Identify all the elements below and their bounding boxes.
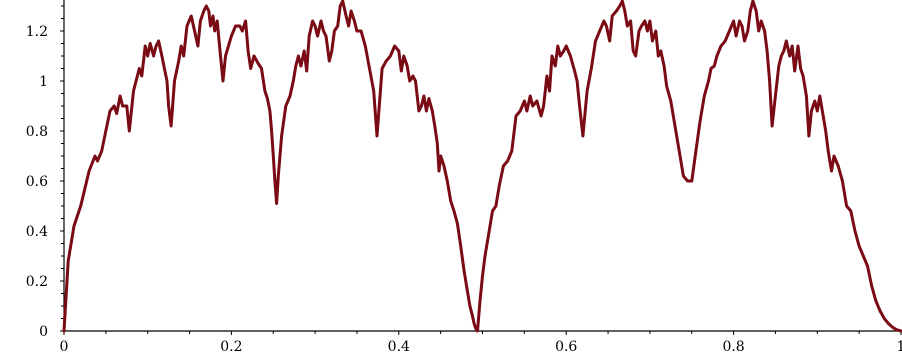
y-tick-label: 0.2 <box>26 274 48 290</box>
x-tick-label: 0 <box>60 339 69 355</box>
y-tick-label: 1.2 <box>26 24 48 40</box>
y-tick-label: 0 <box>39 324 48 340</box>
series-line-1 <box>62 0 902 333</box>
plot-area <box>62 0 902 333</box>
y-tick-label: 1 <box>39 74 48 90</box>
y-tick-label: 0.4 <box>26 224 48 240</box>
x-tick-label: 0.4 <box>388 339 410 355</box>
y-tick-label: 0.6 <box>26 174 48 190</box>
y-tick-label: 0.8 <box>26 124 48 140</box>
x-tick-label: 0.6 <box>555 339 577 355</box>
axes <box>60 0 902 335</box>
x-tick-label: 1 <box>897 339 902 355</box>
x-tick-label: 0.8 <box>722 339 744 355</box>
tick-labels: 0 0.2 0.4 0.6 0.8 1 0 0.2 0.4 0.6 0.8 1 1.2 <box>26 24 902 355</box>
x-tick-label: 0.2 <box>220 339 242 355</box>
